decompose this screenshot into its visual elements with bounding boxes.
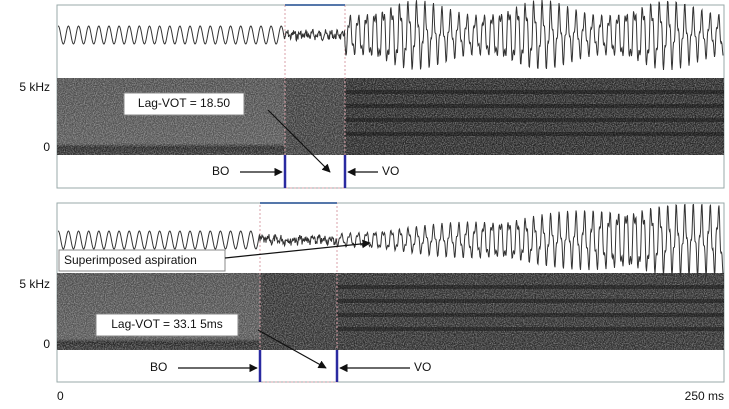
formant-bands bbox=[345, 90, 724, 136]
formant-band bbox=[337, 299, 724, 303]
voice-onset-label: VO bbox=[382, 164, 399, 178]
callout: Lag-VOT = 18.50 bbox=[138, 96, 231, 110]
formant-band bbox=[337, 327, 724, 331]
formant-band bbox=[345, 90, 724, 94]
note-box bbox=[58, 249, 226, 272]
voice-onset-label: VO bbox=[414, 360, 431, 374]
freq-top-label: 5 kHz bbox=[19, 80, 50, 94]
time-end-label: 250 ms bbox=[685, 389, 724, 403]
waveform bbox=[58, 0, 724, 71]
burst-onset-label: BO bbox=[212, 164, 229, 178]
freq-bottom-label: 0 bbox=[43, 140, 50, 154]
formant-bands bbox=[337, 285, 724, 331]
callout-box bbox=[95, 313, 239, 337]
burst-onset-label: BO bbox=[150, 360, 167, 374]
aspiration-note: Superimposed aspiration bbox=[64, 253, 197, 267]
formant-band bbox=[345, 118, 724, 122]
note-arrow bbox=[224, 239, 371, 259]
callout-box bbox=[123, 92, 245, 116]
formant-band bbox=[337, 313, 724, 317]
time-start-label: 0 bbox=[57, 389, 64, 403]
spectrogram-noise bbox=[57, 78, 724, 155]
formant-band bbox=[345, 104, 724, 108]
waveform bbox=[58, 203, 724, 278]
panel-1: 5 kHz 0 Lag-VOT = 18.50 BO VO bbox=[19, 0, 725, 189]
callout: Lag-VOT = 33.1 5ms bbox=[111, 317, 223, 331]
callout-arrow bbox=[267, 109, 331, 173]
freq-bottom-label: 0 bbox=[43, 337, 50, 351]
formant-band bbox=[337, 285, 724, 289]
callout-arrow bbox=[257, 329, 327, 369]
freq-top-label: 5 kHz bbox=[19, 277, 50, 291]
panel-2: Superimposed aspiration 5 kHz 0 Lag-VOT … bbox=[19, 202, 725, 383]
spectrogram-noise bbox=[57, 273, 724, 350]
formant-band bbox=[345, 132, 724, 136]
